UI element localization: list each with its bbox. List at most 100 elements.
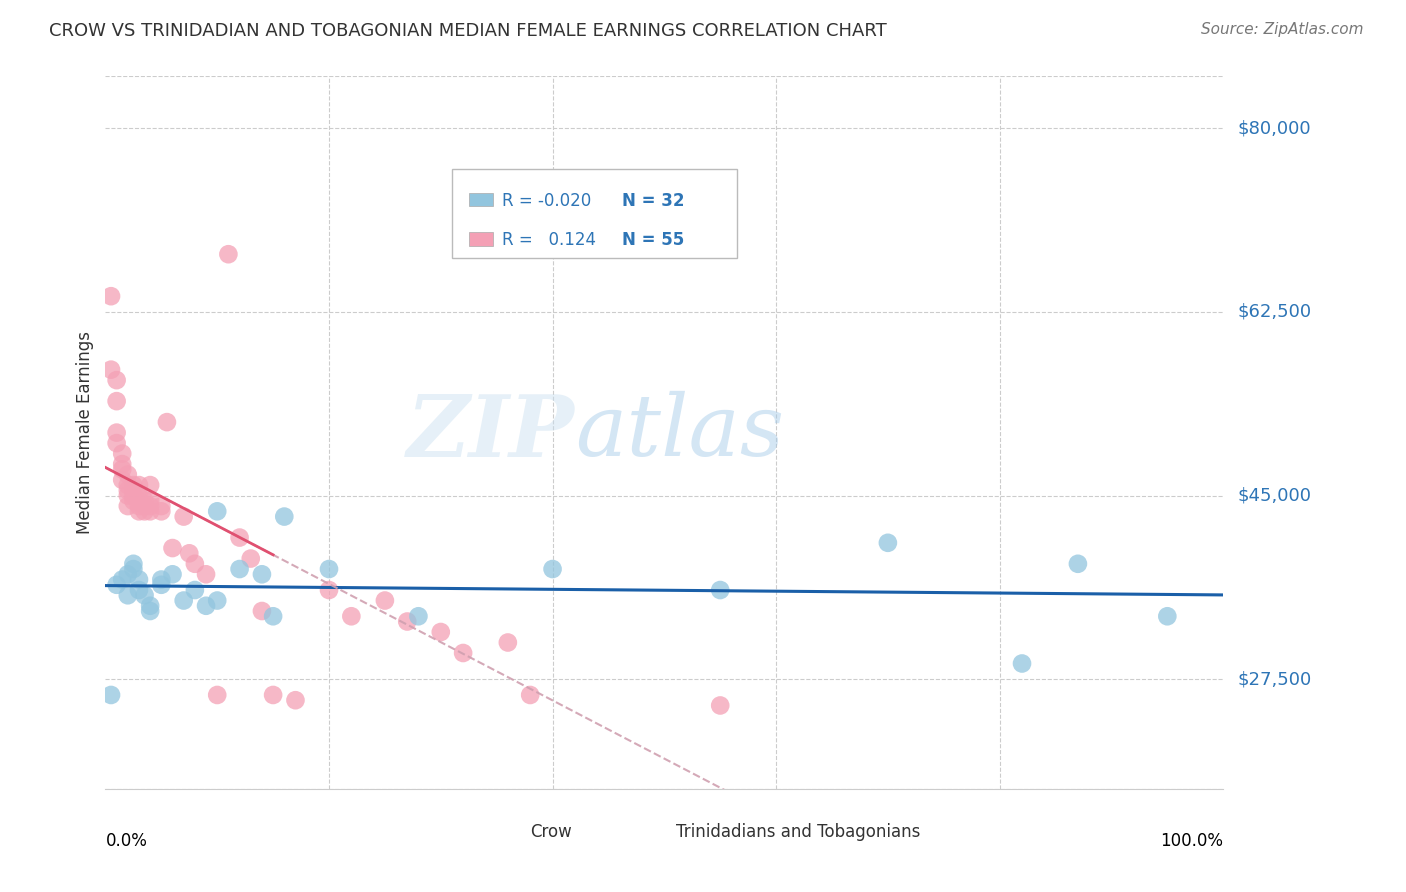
Text: 100.0%: 100.0% [1160, 832, 1223, 850]
FancyBboxPatch shape [468, 193, 494, 206]
Point [396, 615, 419, 629]
Point [541, 562, 564, 576]
Point [139, 599, 162, 613]
Point [122, 557, 145, 571]
Point [709, 698, 731, 713]
Point [262, 609, 284, 624]
Point [117, 499, 139, 513]
Point [162, 541, 184, 555]
Point [1067, 557, 1090, 571]
Point [111, 447, 134, 461]
Point [122, 562, 145, 576]
FancyBboxPatch shape [451, 169, 737, 258]
Text: N = 32: N = 32 [621, 192, 685, 210]
Point [134, 493, 156, 508]
Point [100, 688, 122, 702]
Point [150, 573, 173, 587]
Point [139, 604, 162, 618]
Point [184, 582, 207, 597]
Point [877, 536, 900, 550]
Point [100, 289, 122, 303]
Point [519, 688, 541, 702]
Point [205, 688, 228, 702]
Point [1156, 609, 1178, 624]
Text: ZIP: ZIP [408, 391, 575, 475]
Point [128, 504, 150, 518]
FancyBboxPatch shape [479, 822, 523, 843]
Text: Trinidadians and Tobagonians: Trinidadians and Tobagonians [675, 823, 920, 841]
Text: CROW VS TRINIDADIAN AND TOBAGONIAN MEDIAN FEMALE EARNINGS CORRELATION CHART: CROW VS TRINIDADIAN AND TOBAGONIAN MEDIA… [49, 22, 887, 40]
Point [122, 483, 145, 498]
Point [111, 473, 134, 487]
Point [408, 609, 430, 624]
Point [250, 604, 273, 618]
Point [173, 509, 195, 524]
FancyBboxPatch shape [626, 822, 668, 843]
Text: Source: ZipAtlas.com: Source: ZipAtlas.com [1201, 22, 1364, 37]
Point [111, 573, 134, 587]
Point [105, 373, 128, 387]
Text: R = -0.020: R = -0.020 [502, 192, 592, 210]
Point [318, 562, 340, 576]
Point [150, 578, 173, 592]
Point [1011, 657, 1033, 671]
Point [105, 425, 128, 440]
Point [117, 567, 139, 582]
Point [150, 499, 173, 513]
Point [117, 588, 139, 602]
Point [105, 578, 128, 592]
Point [122, 489, 145, 503]
Point [195, 599, 218, 613]
Point [134, 504, 156, 518]
Point [122, 478, 145, 492]
Point [162, 567, 184, 582]
FancyBboxPatch shape [468, 232, 494, 245]
Text: $27,500: $27,500 [1237, 670, 1312, 689]
Point [250, 567, 273, 582]
Text: N = 55: N = 55 [621, 231, 685, 249]
Point [430, 625, 453, 640]
Point [340, 609, 363, 624]
Text: $62,500: $62,500 [1237, 303, 1312, 321]
Text: $45,000: $45,000 [1237, 486, 1312, 505]
Text: atlas: atlas [575, 392, 785, 474]
Point [100, 362, 122, 376]
Point [451, 646, 474, 660]
Point [128, 493, 150, 508]
Point [117, 489, 139, 503]
Point [105, 436, 128, 450]
Point [122, 493, 145, 508]
Point [284, 693, 307, 707]
Point [111, 457, 134, 471]
Point [184, 557, 207, 571]
Y-axis label: Median Female Earnings: Median Female Earnings [76, 331, 94, 534]
Point [128, 582, 150, 597]
Point [139, 504, 162, 518]
Point [228, 531, 250, 545]
Text: Crow: Crow [530, 823, 572, 841]
Point [150, 504, 173, 518]
Point [228, 562, 250, 576]
Point [117, 483, 139, 498]
Point [156, 415, 179, 429]
Point [105, 394, 128, 409]
Point [139, 499, 162, 513]
Point [111, 462, 134, 476]
Point [117, 478, 139, 492]
Point [128, 489, 150, 503]
Point [262, 688, 284, 702]
Point [179, 546, 201, 560]
Text: R =   0.124: R = 0.124 [502, 231, 596, 249]
Text: 0.0%: 0.0% [105, 832, 148, 850]
Point [195, 567, 218, 582]
Point [128, 478, 150, 492]
Point [128, 499, 150, 513]
Point [205, 593, 228, 607]
Point [134, 588, 156, 602]
Point [273, 509, 295, 524]
Point [205, 504, 228, 518]
Point [139, 478, 162, 492]
Point [139, 493, 162, 508]
Point [217, 247, 239, 261]
Point [239, 551, 262, 566]
